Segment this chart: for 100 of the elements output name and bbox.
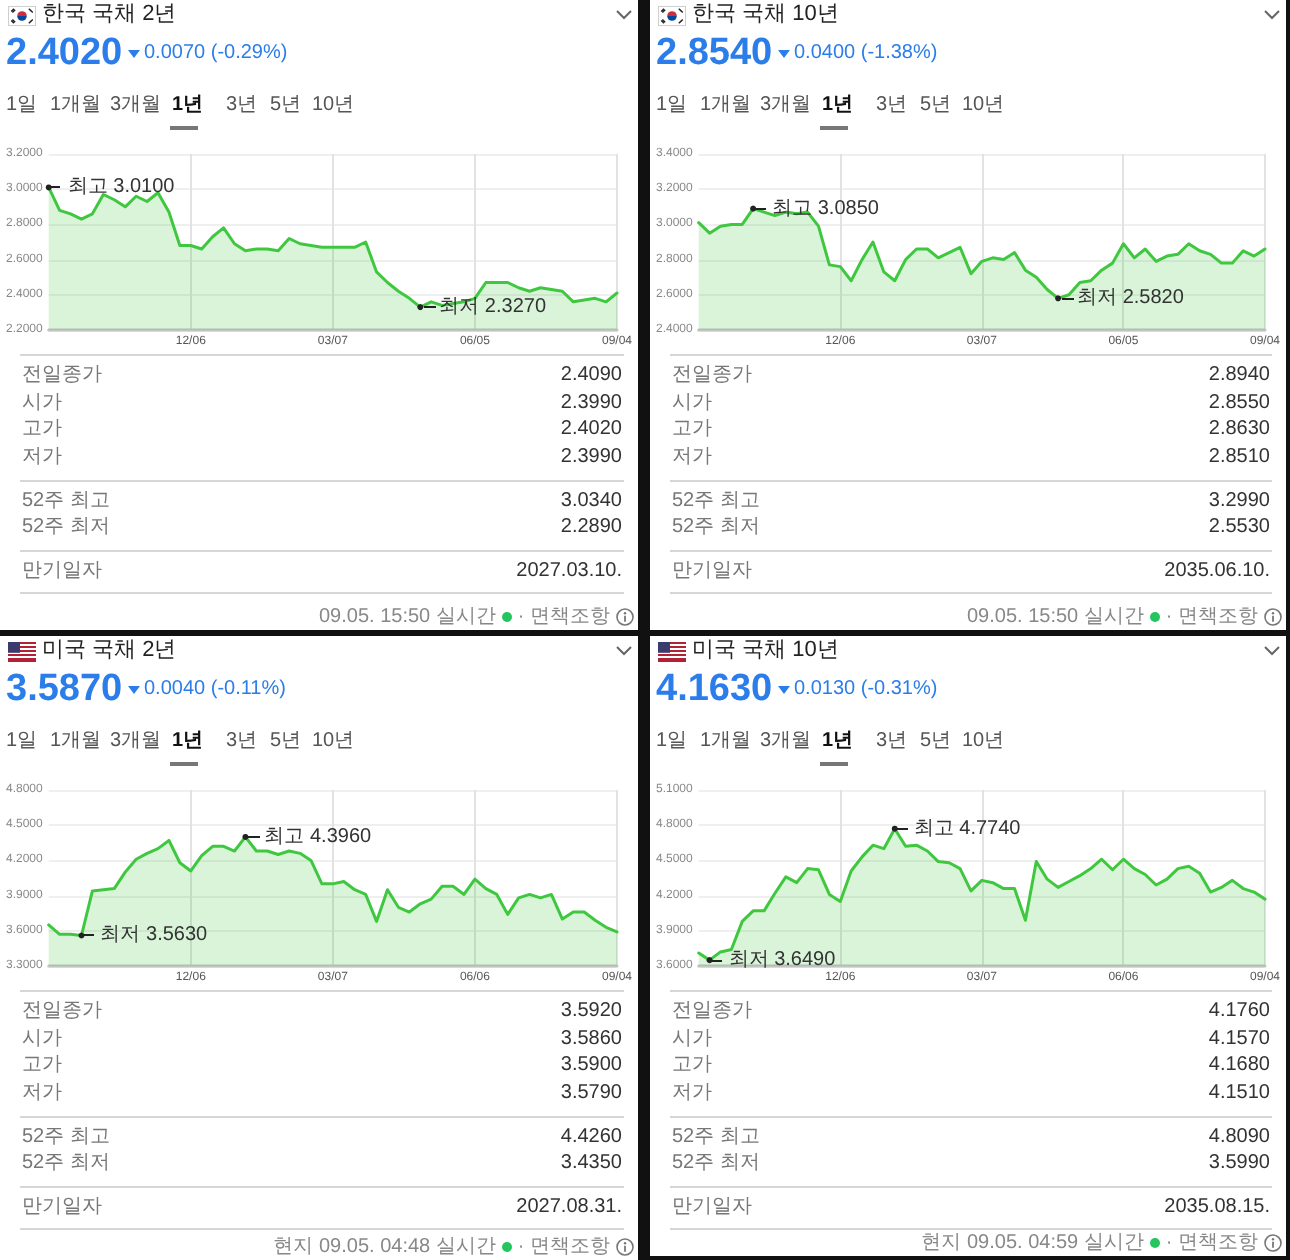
annotation: 최저 3.6490 <box>728 949 837 972</box>
text: 전일종가 <box>672 998 752 1026</box>
text: 0.0400 (-1.38%) <box>794 42 938 66</box>
text: 고가 <box>22 416 62 444</box>
text: 3.5920 <box>560 998 622 1026</box>
text: 0.0070 (-0.29%) <box>144 42 288 66</box>
chart-title: 한국 국채 10년 <box>692 0 839 30</box>
text: 3.5900 <box>560 1052 622 1080</box>
text: 52주 최저 <box>672 1150 760 1178</box>
text: 3개월 <box>110 92 162 118</box>
text: 시가 <box>672 389 712 417</box>
chart-subtitle: 2.4020 <box>6 30 123 76</box>
text: 52주 최저 <box>672 514 760 542</box>
text: 시가 <box>22 1025 62 1053</box>
text: · 면책조항 <box>517 1234 610 1260</box>
text: 09.05. 15:50 실시간 <box>319 604 496 630</box>
text: 4.4260 <box>560 1123 622 1151</box>
text: 3개월 <box>110 728 162 754</box>
text: 1년 <box>172 728 204 754</box>
text: 09.05. 15:50 실시간 <box>967 604 1144 630</box>
text: 저가 <box>22 1079 62 1107</box>
text: 5년 <box>920 92 952 118</box>
text: 2.8510 <box>1208 443 1270 471</box>
text: 만기일자 <box>672 1194 752 1222</box>
text: · 면책조항 <box>1165 604 1258 630</box>
text: 고가 <box>672 1052 712 1080</box>
chart-title: 미국 국채 10년 <box>692 636 839 666</box>
text: 1일 <box>6 92 38 118</box>
text: 3.2990 <box>1208 487 1270 515</box>
text: 4.1510 <box>1208 1079 1270 1107</box>
text: 52주 최저 <box>22 514 110 542</box>
text: 52주 최고 <box>22 487 110 515</box>
text: 3년 <box>226 92 258 118</box>
text: 3년 <box>876 728 908 754</box>
text: 2.4090 <box>560 362 622 390</box>
text: 5년 <box>270 92 302 118</box>
text: 3개월 <box>760 728 812 754</box>
text: · 면책조항 <box>517 604 610 630</box>
text: 2.2890 <box>560 514 622 542</box>
annotation: 최고 3.0100 <box>67 176 176 199</box>
text: 만기일자 <box>22 1194 102 1222</box>
text: 3년 <box>226 728 258 754</box>
annotation: 최저 2.3270 <box>439 296 547 319</box>
text: 4.1760 <box>1208 998 1270 1026</box>
annotation: 최고 4.7740 <box>913 817 1022 840</box>
text: 1년 <box>172 92 204 118</box>
text: 52주 최고 <box>672 487 760 515</box>
text: 1일 <box>656 728 688 754</box>
chart-subtitle: 2.8540 <box>656 30 773 76</box>
text: 2.5530 <box>1208 514 1270 542</box>
text: 2.3990 <box>560 443 622 471</box>
text: 1일 <box>6 728 38 754</box>
chart-title: 한국 국채 2년 <box>42 0 177 30</box>
chart-title: 미국 국채 2년 <box>42 636 177 666</box>
text: 4.1680 <box>1208 1052 1270 1080</box>
text: 만기일자 <box>22 558 102 586</box>
annotation: 최저 2.5820 <box>1077 287 1185 310</box>
text: 4.1570 <box>1208 1025 1270 1053</box>
text: 2.8940 <box>1208 362 1270 390</box>
text: 10년 <box>312 92 355 118</box>
text: 저가 <box>672 443 712 471</box>
text: 2027.08.31. <box>516 1194 622 1222</box>
text: 10년 <box>962 728 1005 754</box>
text: 3.5990 <box>1208 1150 1270 1178</box>
text: 3년 <box>876 92 908 118</box>
text: 시가 <box>672 1025 712 1053</box>
text: 52주 최저 <box>22 1150 110 1178</box>
text: 1년 <box>822 92 854 118</box>
text: 10년 <box>962 92 1005 118</box>
text: 4.8090 <box>1208 1123 1270 1151</box>
text: 현지 09.05. 04:48 실시간 <box>273 1234 496 1260</box>
text: 2.4020 <box>560 416 622 444</box>
text: 전일종가 <box>22 362 102 390</box>
text: · 면책조항 <box>1165 1230 1258 1256</box>
text: 52주 최고 <box>672 1123 760 1151</box>
text: 1개월 <box>50 728 102 754</box>
text: 5년 <box>270 728 302 754</box>
annotation: 최고 4.3960 <box>264 825 373 848</box>
text: 2035.08.15. <box>1164 1194 1270 1222</box>
text: 5년 <box>920 728 952 754</box>
text: 1년 <box>822 728 854 754</box>
text: 시가 <box>22 389 62 417</box>
text: 전일종가 <box>672 362 752 390</box>
text: 3.5790 <box>560 1079 622 1107</box>
annotation: 최저 3.5630 <box>100 924 209 947</box>
text: 만기일자 <box>672 558 752 586</box>
text: 현지 09.05. 04:59 실시간 <box>921 1230 1144 1256</box>
text: 2027.03.10. <box>516 558 622 586</box>
text: 1개월 <box>700 92 752 118</box>
text: 0.0040 (-0.11%) <box>144 678 286 702</box>
chart-subtitle: 4.1630 <box>656 666 773 712</box>
text: 1일 <box>656 92 688 118</box>
text: 저가 <box>672 1079 712 1107</box>
text: 2.3990 <box>560 389 622 417</box>
text: 3.4350 <box>560 1150 622 1178</box>
text: 10년 <box>312 728 355 754</box>
text: 고가 <box>22 1052 62 1080</box>
text: 0.0130 (-0.31%) <box>794 678 938 702</box>
text: 2035.06.10. <box>1164 558 1270 586</box>
text: 고가 <box>672 416 712 444</box>
